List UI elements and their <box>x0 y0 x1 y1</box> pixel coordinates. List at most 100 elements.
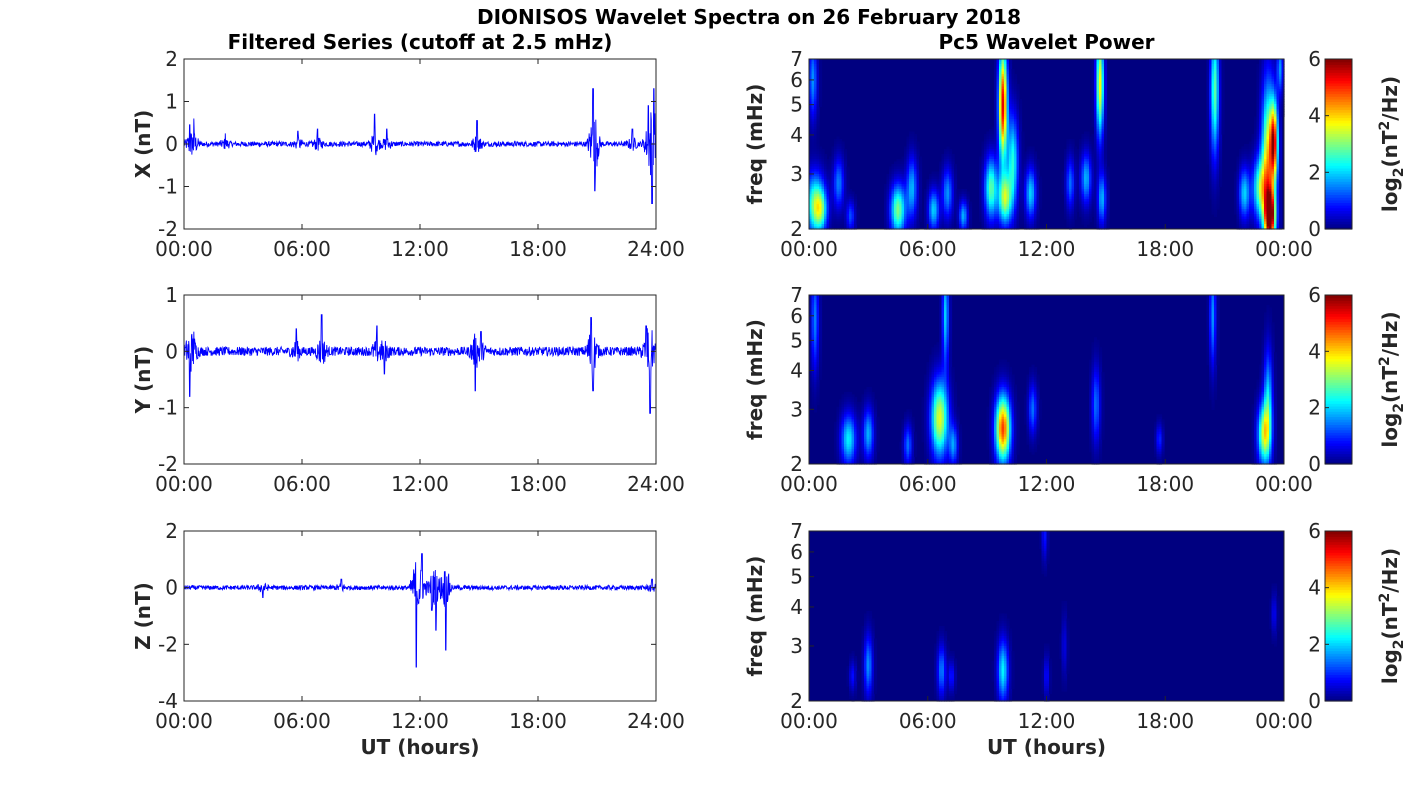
heatmap-cell <box>1219 104 1223 108</box>
heatmap-cell <box>816 146 820 150</box>
heatmap-cell <box>1006 111 1010 115</box>
heatmap-cell <box>886 216 890 220</box>
heatmap-cell <box>914 141 918 145</box>
heatmap-cell <box>1021 179 1025 183</box>
heatmap-cell <box>811 161 815 165</box>
heatmap-cell <box>1261 116 1265 120</box>
heatmap-cell <box>1014 154 1018 158</box>
heatmap-cell <box>1086 131 1090 135</box>
heatmap-cell <box>1071 219 1075 223</box>
heatmap-cell <box>984 214 988 218</box>
heatmap-cell <box>1091 209 1095 213</box>
heatmap-cell <box>1209 144 1213 148</box>
heatmap-cell <box>899 169 903 173</box>
heatmap-cell <box>1076 184 1080 188</box>
heatmap-cell <box>954 179 958 183</box>
heatmap-cell <box>886 219 890 223</box>
heatmap-cell <box>1011 174 1015 178</box>
heatmap-cell <box>949 181 953 185</box>
heatmap-cell <box>1266 79 1270 83</box>
heatmap-cell <box>1269 161 1273 165</box>
heatmap-cell <box>1089 186 1093 190</box>
heatmap-cell <box>846 181 850 185</box>
heatmap-cell <box>1086 144 1090 148</box>
heatmap-cell <box>981 149 985 153</box>
heatmap-cell <box>836 139 840 143</box>
heatmap-cell <box>1261 96 1265 100</box>
heatmap-cell <box>1004 74 1008 78</box>
heatmap-cell <box>996 144 1000 148</box>
heatmap-cell <box>904 194 908 198</box>
heatmap-cell <box>1034 189 1038 193</box>
heatmap-cell <box>1009 96 1013 100</box>
heatmap-cell <box>1029 216 1033 220</box>
heatmap-cell <box>1096 94 1100 98</box>
heatmap-cell <box>1064 174 1068 178</box>
heatmap-cell <box>941 166 945 170</box>
heatmap-cell <box>1264 191 1268 195</box>
heatmap-cell <box>1011 129 1015 133</box>
heatmap-cell <box>1244 209 1248 213</box>
heatmap-cell <box>889 181 893 185</box>
heatmap-cell <box>836 146 840 150</box>
heatmap-cell <box>1211 139 1215 143</box>
heatmap-cell <box>906 219 910 223</box>
heatmap-cell <box>1251 151 1255 155</box>
heatmap-cell <box>1246 196 1250 200</box>
heatmap-cell <box>1081 209 1085 213</box>
heatmap-cell <box>809 76 813 80</box>
heatmap-cell <box>1206 59 1210 63</box>
heatmap-cell <box>1214 84 1218 88</box>
heatmap-cell <box>821 226 825 230</box>
heatmap-cell <box>929 219 933 223</box>
heatmap-cell <box>816 201 820 205</box>
heatmap-cell <box>1209 96 1213 100</box>
heatmap-cell <box>819 224 823 228</box>
heatmap-cell <box>1266 199 1270 203</box>
heatmap-cell <box>1071 209 1075 213</box>
heatmap-cell <box>929 199 933 203</box>
heatmap-cell <box>1279 126 1283 130</box>
heatmap-cell <box>1001 206 1005 210</box>
heatmap-cell <box>1274 71 1278 75</box>
heatmap-cell <box>889 176 893 180</box>
heatmap-cell <box>1101 204 1105 208</box>
heatmap-cell <box>1104 161 1108 165</box>
heatmap-cell <box>889 214 893 218</box>
heatmap-cell <box>916 226 920 230</box>
heatmap-cell <box>844 189 848 193</box>
heatmap-cell <box>1259 79 1263 83</box>
heatmap-cell <box>1006 104 1010 108</box>
heatmap-cell <box>834 179 838 183</box>
heatmap-cell <box>1274 119 1278 123</box>
heatmap-cell <box>1029 199 1033 203</box>
heatmap-cell <box>1276 186 1280 190</box>
heatmap-cell <box>1001 221 1005 225</box>
heatmap-cell <box>834 169 838 173</box>
heatmap-cell <box>1094 84 1098 88</box>
heatmap-cell <box>1096 194 1100 198</box>
heatmap-cell <box>1021 204 1025 208</box>
heatmap-cell <box>1094 81 1098 85</box>
heatmap-cell <box>1214 209 1218 213</box>
heatmap-cell <box>1104 76 1108 80</box>
heatmap-cell <box>1274 149 1278 153</box>
heatmap-cell <box>814 61 818 65</box>
heatmap-cell <box>1256 99 1260 103</box>
heatmap-cell <box>1061 174 1065 178</box>
heatmap-cell <box>989 169 993 173</box>
heatmap-cell <box>1014 136 1018 140</box>
heatmap-cell <box>1276 194 1280 198</box>
heatmap-cell <box>1006 146 1010 150</box>
heatmap-cell <box>841 154 845 158</box>
heatmap-cell <box>999 224 1003 228</box>
heatmap-cell <box>959 226 963 230</box>
heatmap-cell <box>934 221 938 225</box>
heatmap-cell <box>1211 61 1215 65</box>
heatmap-cell <box>1089 159 1093 163</box>
heatmap-cell <box>1019 109 1023 113</box>
heatmap-cell <box>1206 116 1210 120</box>
heatmap-cell <box>1034 206 1038 210</box>
heatmap-cell <box>811 109 815 113</box>
heatmap-cell <box>1276 121 1280 125</box>
